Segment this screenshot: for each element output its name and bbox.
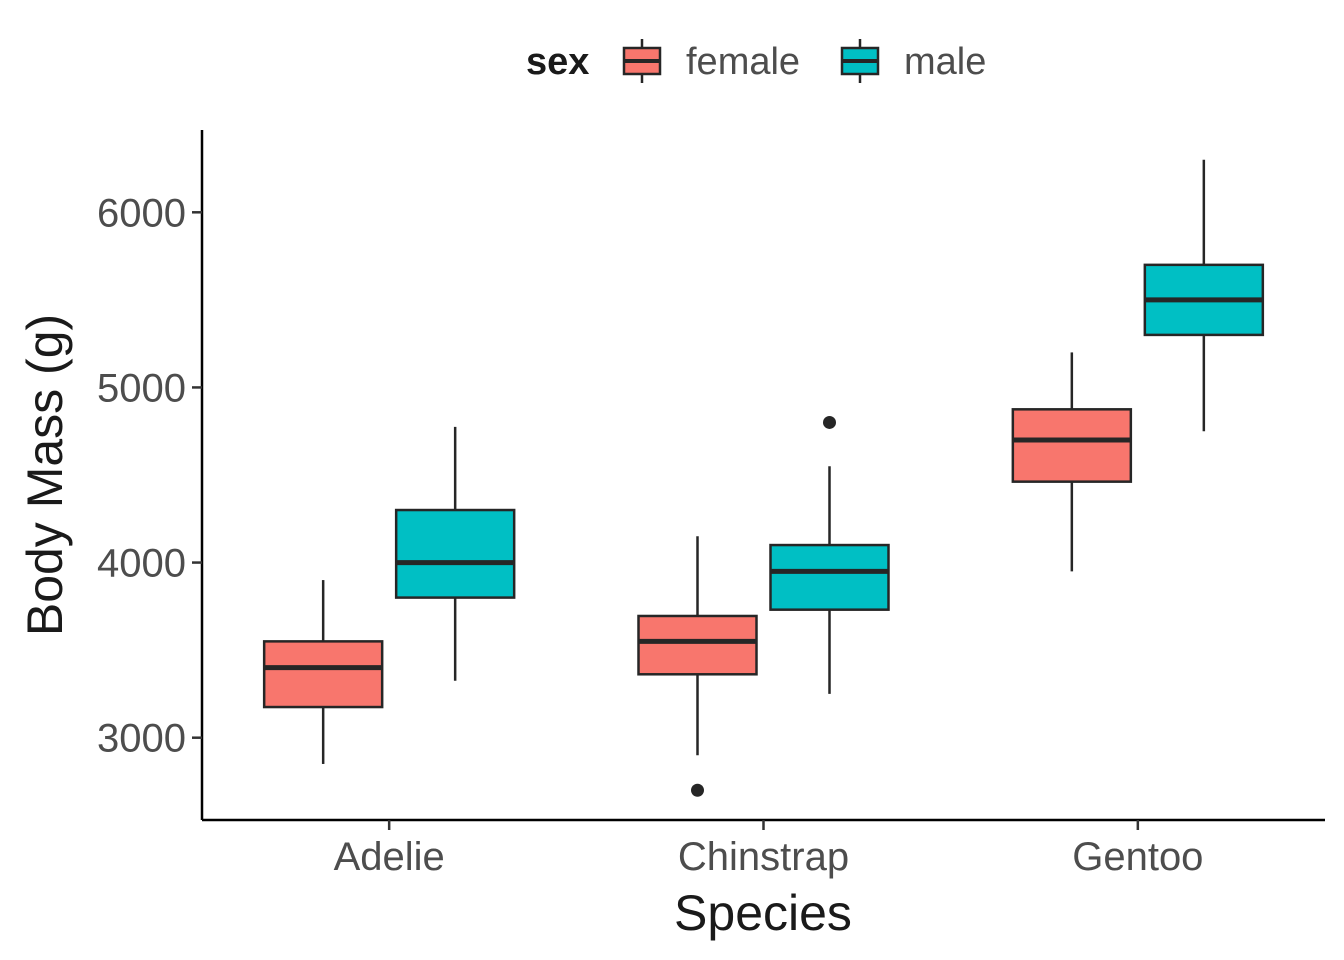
x-tick-label: Chinstrap bbox=[678, 835, 849, 879]
outlier-point bbox=[823, 415, 836, 429]
x-tick-label: Adelie bbox=[334, 835, 445, 879]
box-male-chinstrap bbox=[769, 415, 890, 694]
y-ticks: 3000 4000 5000 6000 bbox=[97, 191, 202, 761]
box-iqr bbox=[394, 508, 516, 599]
y-tick-label: 6000 bbox=[97, 191, 186, 235]
x-tick-label: Gentoo bbox=[1072, 835, 1203, 879]
box-iqr bbox=[637, 614, 758, 676]
y-tick-label: 4000 bbox=[97, 542, 186, 586]
box-female-adelie bbox=[262, 580, 384, 764]
plot-marks bbox=[262, 159, 1265, 797]
y-tick-label: 5000 bbox=[97, 366, 186, 410]
legend-label: female bbox=[686, 41, 800, 83]
y-tick-label: 3000 bbox=[97, 717, 186, 761]
legend: sex female male bbox=[526, 39, 986, 83]
x-axis-title: Species bbox=[674, 885, 852, 941]
box-iqr bbox=[769, 543, 890, 611]
y-axis-title: Body Mass (g) bbox=[17, 314, 73, 636]
legend-label: male bbox=[904, 41, 986, 83]
x-ticks: Adelie Chinstrap Gentoo bbox=[334, 820, 1203, 879]
outlier-point bbox=[691, 783, 704, 797]
box-iqr bbox=[262, 640, 384, 709]
box-female-gentoo bbox=[1011, 352, 1133, 572]
box-female-chinstrap bbox=[637, 536, 758, 797]
legend-item-female: female bbox=[622, 39, 800, 83]
box-male-gentoo bbox=[1143, 159, 1265, 432]
box-male-adelie bbox=[394, 426, 516, 681]
legend-title: sex bbox=[526, 41, 589, 83]
axes bbox=[200, 130, 1325, 822]
box-iqr bbox=[1011, 408, 1133, 483]
legend-item-male: male bbox=[840, 39, 986, 83]
